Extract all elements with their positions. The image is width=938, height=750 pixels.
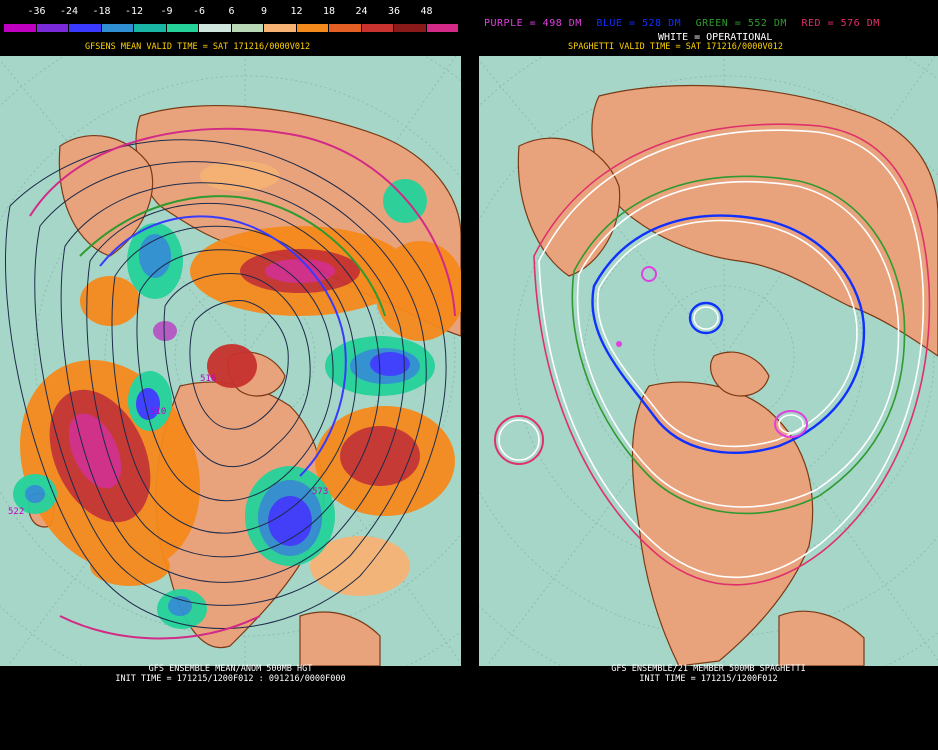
- right-footer: GFS ENSEMBLE/21 MEMBER 500MB SPAGHETTI I…: [479, 664, 938, 684]
- right-footer-line2: INIT TIME = 171215/1200F012: [639, 674, 778, 684]
- colorbar-swatch: [134, 24, 167, 32]
- colorbar-label: 48: [420, 6, 433, 17]
- right-map-canvas: [479, 56, 938, 666]
- left-map-canvas: 573 516 510 522: [0, 56, 461, 666]
- colorbar-label: 9: [260, 6, 268, 17]
- colorbar-label: 24: [355, 6, 368, 17]
- colorbar-swatch: [101, 24, 134, 32]
- colorbar-swatch: [199, 24, 232, 32]
- colorbar-swatch: [166, 24, 199, 32]
- legend-red: RED = 576 DM: [801, 18, 880, 29]
- colorbar-label: -18: [92, 6, 111, 17]
- colorbar-swatch: [69, 24, 102, 32]
- colorbar-swatch: [296, 24, 329, 32]
- left-footer: GFS ENSEMBLE MEAN/ANOM 500MB HGT INIT TI…: [0, 664, 461, 684]
- left-anomaly-map: 573 516 510 522: [0, 56, 461, 666]
- contour-label: 516: [200, 374, 216, 384]
- colorbar-swatch: [231, 24, 264, 32]
- left-footer-line2: INIT TIME = 171215/1200F012 : 091216/000…: [115, 674, 346, 684]
- anomaly-colorbar: -36 -24 -18 -12 -9 -6 6 9 12 18 24 36 48: [4, 4, 459, 32]
- colorbar-label: -36: [27, 6, 46, 17]
- colorbar-label: 36: [387, 6, 401, 17]
- contour-label: 510: [150, 407, 166, 417]
- colorbar-label: 12: [290, 6, 303, 17]
- colorbar-swatch: [36, 24, 69, 32]
- contour-labels: 573 516 510 522: [8, 374, 328, 517]
- colorbar-swatch: [4, 24, 37, 32]
- colorbar-labels: -36 -24 -18 -12 -9 -6 6 9 12 18 24 36 48: [4, 4, 459, 18]
- spaghetti-legend: PURPLE = 498 DM BLUE = 528 DM GREEN = 55…: [484, 18, 936, 30]
- right-footer-line1: GFS ENSEMBLE/21 MEMBER 500MB SPAGHETTI: [611, 664, 806, 674]
- colorbar-swatch: [264, 24, 297, 32]
- colorbar-label: 18: [322, 6, 336, 17]
- legend-purple: PURPLE = 498 DM: [484, 18, 582, 29]
- colorbar-swatch: [361, 24, 394, 32]
- colorbar-swatch: [426, 24, 459, 32]
- contour-label: 573: [312, 487, 328, 497]
- right-spaghetti-map: [479, 56, 938, 666]
- left-footer-line1: GFS ENSEMBLE MEAN/ANOM 500MB HGT: [148, 664, 313, 674]
- left-panel-title: GFSENS MEAN VALID TIME = SAT 171216/0000…: [85, 42, 311, 52]
- colorbar-swatch: [394, 24, 427, 32]
- spaghetti-lines: [494, 123, 931, 586]
- colorbar-label: -9: [160, 6, 173, 17]
- key-contours: [29, 127, 456, 640]
- colorbar-label: 6: [228, 6, 235, 17]
- height-contours: [5, 139, 447, 629]
- operational-label: WHITE = OPERATIONAL: [658, 32, 773, 43]
- colorbar-label: -12: [124, 6, 144, 17]
- colorbar-swatches: [4, 24, 459, 34]
- land-masses: [517, 84, 938, 666]
- colorbar-label: -6: [192, 6, 206, 17]
- colorbar-label: -24: [59, 6, 79, 17]
- contour-label: 522: [8, 507, 24, 517]
- legend-blue: BLUE = 528 DM: [596, 18, 682, 29]
- colorbar-swatch: [329, 24, 362, 32]
- right-panel-title: SPAGHETTI VALID TIME = SAT 171216/0000V0…: [568, 42, 783, 52]
- anomaly-shading: [13, 161, 461, 629]
- legend-green: GREEN = 552 DM: [695, 18, 787, 29]
